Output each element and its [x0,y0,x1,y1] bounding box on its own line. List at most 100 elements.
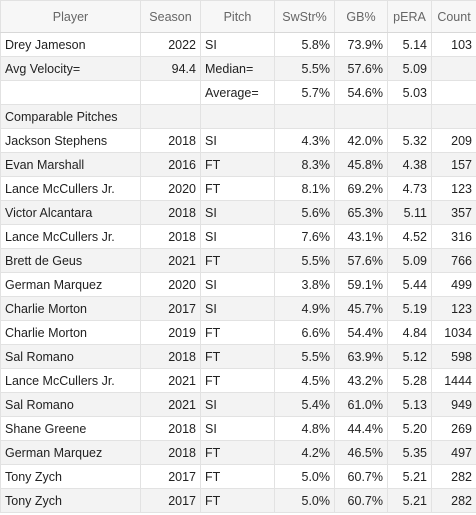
table-row: Evan Marshall 2016 FT 8.3% 45.8% 4.38 157 [0,152,476,177]
pera-cell: 4.38 [387,152,432,177]
pera-cell: 5.09 [387,248,432,273]
table-row: Average= 5.7% 54.6% 5.03 [0,80,476,105]
column-header-player[interactable]: Player [0,0,141,33]
column-header-swstr[interactable]: SwStr% [274,0,335,33]
count-cell: 282 [431,488,476,513]
pitch-cell: FT [200,440,275,465]
gb-cell: 60.7% [334,488,388,513]
player-cell: Tony Zych [0,464,141,489]
swstr-cell: 5.8% [274,32,335,57]
column-header-season[interactable]: Season [140,0,201,33]
swstr-cell: 5.0% [274,464,335,489]
gb-cell: 43.1% [334,224,388,249]
pitch-cell: Median= [200,56,275,81]
table-row: Jackson Stephens 2018 SI 4.3% 42.0% 5.32 209 [0,128,476,153]
player-cell: German Marquez [0,272,141,297]
pera-cell: 5.12 [387,344,432,369]
swstr-cell: 5.4% [274,392,335,417]
gb-cell: 54.6% [334,80,388,105]
table-body: Drey Jameson 2022 SI 5.8% 73.9% 5.14 103 Avg Ve… [0,32,476,513]
pera-cell: 5.03 [387,80,432,105]
player-cell: Drey Jameson [0,32,141,57]
table-row: Avg Velocity= 94.4 Median= 5.5% 57.6% 5.09 [0,56,476,81]
count-cell: 282 [431,464,476,489]
column-header-pera[interactable]: pERA [387,0,432,33]
count-cell: 269 [431,416,476,441]
count-cell: 123 [431,176,476,201]
count-cell [431,56,476,81]
season-cell: 2021 [140,392,201,417]
player-cell: Shane Greene [0,416,141,441]
count-cell: 316 [431,224,476,249]
gb-cell: 54.4% [334,320,388,345]
season-cell: 2020 [140,176,201,201]
column-header-gb[interactable]: GB% [334,0,388,33]
pera-cell: 4.84 [387,320,432,345]
table-row: Lance McCullers Jr. 2020 FT 8.1% 69.2% 4.73 12… [0,176,476,201]
season-cell: 2018 [140,440,201,465]
count-cell: 157 [431,152,476,177]
season-cell: 2017 [140,488,201,513]
column-header-count[interactable]: Count [431,0,476,33]
pitch-cell: FT [200,248,275,273]
season-cell: 2018 [140,416,201,441]
season-cell: 2019 [140,320,201,345]
pitch-cell: SI [200,128,275,153]
table-header-row: Player Season Pitch SwStr% GB% pERA Coun… [0,0,476,33]
pitch-cell [200,104,275,129]
pera-cell: 4.52 [387,224,432,249]
pitch-cell: FT [200,368,275,393]
gb-cell: 57.6% [334,248,388,273]
gb-cell: 63.9% [334,344,388,369]
season-cell: 2017 [140,296,201,321]
pera-cell: 5.28 [387,368,432,393]
pitch-cell: SI [200,200,275,225]
count-cell [431,80,476,105]
player-cell: Jackson Stephens [0,128,141,153]
swstr-cell: 8.3% [274,152,335,177]
pera-cell: 5.44 [387,272,432,297]
player-cell: Tony Zych [0,488,141,513]
pitch-cell: SI [200,224,275,249]
player-cell: Lance McCullers Jr. [0,368,141,393]
table-row: German Marquez 2018 FT 4.2% 46.5% 5.35 497 [0,440,476,465]
season-cell: 2018 [140,344,201,369]
pera-cell: 4.73 [387,176,432,201]
gb-cell: 59.1% [334,272,388,297]
gb-cell: 73.9% [334,32,388,57]
table-row: Sal Romano 2018 FT 5.5% 63.9% 5.12 598 [0,344,476,369]
pitch-cell: FT [200,464,275,489]
swstr-cell [274,104,335,129]
table-row: Charlie Morton 2019 FT 6.6% 54.4% 4.84 1034 [0,320,476,345]
swstr-cell: 4.3% [274,128,335,153]
table-row: Charlie Morton 2017 SI 4.9% 45.7% 5.19 123 [0,296,476,321]
season-cell: 2018 [140,200,201,225]
pitch-cell: SI [200,416,275,441]
pera-cell [387,104,432,129]
pitch-cell: FT [200,320,275,345]
gb-cell: 65.3% [334,200,388,225]
player-cell: Lance McCullers Jr. [0,176,141,201]
table-row: Lance McCullers Jr. 2018 SI 7.6% 43.1% 4.52 31… [0,224,476,249]
player-cell: Victor Alcantara [0,200,141,225]
pitch-cell: FT [200,152,275,177]
count-cell: 497 [431,440,476,465]
table-row: Drey Jameson 2022 SI 5.8% 73.9% 5.14 103 [0,32,476,57]
pitch-cell: Average= [200,80,275,105]
player-cell: Evan Marshall [0,152,141,177]
swstr-cell: 7.6% [274,224,335,249]
pitch-cell: SI [200,296,275,321]
table-row: Comparable Pitches [0,104,476,129]
swstr-cell: 8.1% [274,176,335,201]
swstr-cell: 4.8% [274,416,335,441]
pera-cell: 5.13 [387,392,432,417]
swstr-cell: 5.5% [274,344,335,369]
count-cell: 598 [431,344,476,369]
table-row: German Marquez 2020 SI 3.8% 59.1% 5.44 499 [0,272,476,297]
table-row: Shane Greene 2018 SI 4.8% 44.4% 5.20 269 [0,416,476,441]
gb-cell: 44.4% [334,416,388,441]
column-header-pitch[interactable]: Pitch [200,0,275,33]
pera-cell: 5.21 [387,464,432,489]
season-cell [140,104,201,129]
